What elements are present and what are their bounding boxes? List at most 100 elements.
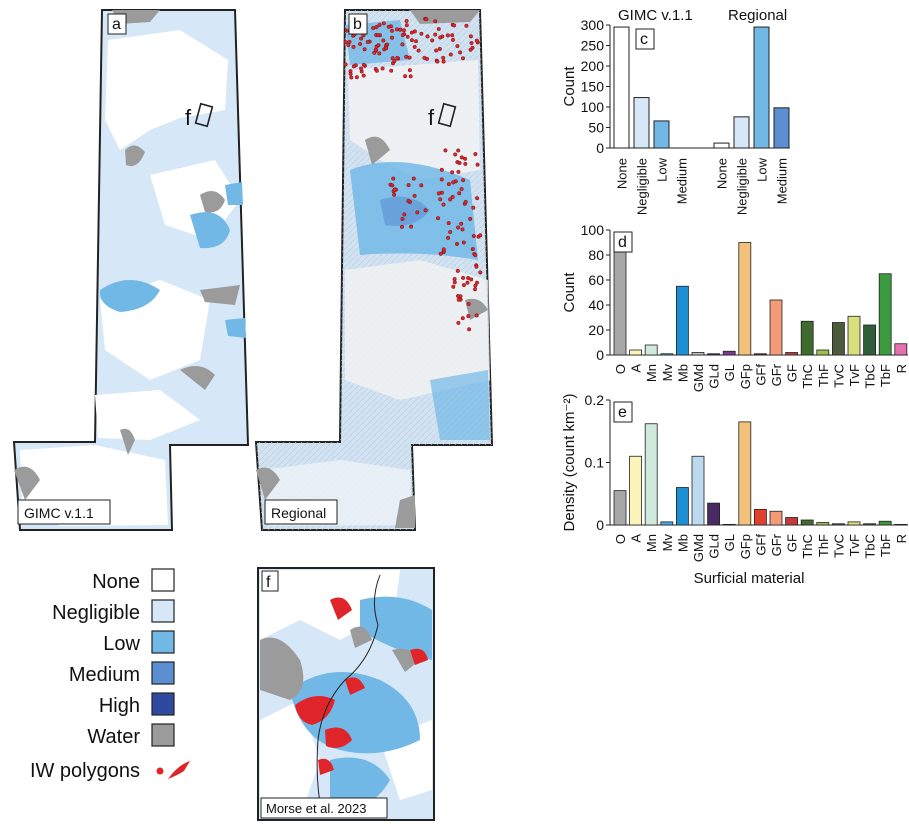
iw-dot bbox=[434, 48, 439, 53]
iw-dot bbox=[456, 225, 461, 230]
map-b-water bbox=[410, 10, 480, 24]
iw-dot bbox=[468, 47, 473, 52]
bar bbox=[613, 26, 630, 149]
iw-dot bbox=[475, 162, 480, 167]
bar bbox=[738, 242, 752, 356]
x-tick-label: TbF bbox=[878, 364, 893, 387]
map-f-caption: Morse et al. 2023 bbox=[266, 801, 366, 816]
iw-dot bbox=[395, 27, 400, 32]
map-f-iw-polygon bbox=[325, 727, 352, 748]
iw-dot bbox=[351, 44, 356, 49]
iw-dot bbox=[406, 198, 411, 203]
map-f-iw-polygon bbox=[410, 648, 428, 665]
x-tick-label: Low bbox=[655, 157, 670, 181]
iw-dot bbox=[405, 34, 410, 39]
bar bbox=[633, 97, 650, 149]
legend: None Negligible Low Medium High Water IW polyg… bbox=[30, 568, 190, 782]
iw-dot bbox=[475, 196, 480, 201]
bar bbox=[878, 273, 892, 356]
iw-dot bbox=[375, 33, 380, 38]
iw-dot bbox=[445, 33, 450, 38]
iw-dot bbox=[374, 68, 379, 73]
map-b: f b Regional bbox=[254, 9, 494, 531]
iw-dot bbox=[461, 178, 466, 183]
x-tick-label: Negligible bbox=[635, 158, 650, 215]
iw-dot bbox=[456, 148, 461, 153]
iw-dot bbox=[392, 187, 397, 192]
iw-dot bbox=[446, 235, 451, 240]
iw-dot bbox=[406, 183, 411, 188]
map-a-water bbox=[200, 191, 225, 213]
iw-dot bbox=[473, 253, 478, 258]
iw-dot bbox=[459, 221, 464, 226]
iw-dot bbox=[438, 35, 443, 40]
iw-dot bbox=[359, 66, 364, 71]
iw-dot bbox=[400, 33, 405, 38]
iw-dot bbox=[348, 71, 353, 76]
iw-dot bbox=[463, 199, 468, 204]
iw-dot bbox=[392, 59, 397, 64]
x-tick-label: A bbox=[629, 534, 644, 543]
inset-marker-b bbox=[437, 102, 457, 128]
legend-label: Water bbox=[87, 726, 140, 748]
iw-dot bbox=[441, 59, 446, 64]
panel-label-box-c bbox=[635, 28, 655, 50]
x-axis-label: Surficial material bbox=[694, 570, 805, 587]
x-tick-label: O bbox=[613, 364, 628, 374]
iw-dot bbox=[422, 55, 427, 60]
iw-dot bbox=[395, 55, 400, 60]
bar bbox=[785, 517, 798, 526]
bar bbox=[847, 315, 861, 356]
panel-label-e: e bbox=[618, 404, 627, 421]
legend-swatch bbox=[151, 723, 175, 747]
iw-dot bbox=[463, 156, 468, 161]
iw-dot bbox=[460, 316, 465, 321]
bar bbox=[660, 353, 674, 356]
iw-dot bbox=[402, 212, 407, 217]
bar bbox=[832, 523, 845, 526]
bar bbox=[613, 248, 627, 356]
chart-c: 0 50 100 150 200 250 300 Count GIMC v.1.1 None Neg… bbox=[561, 7, 790, 215]
iw-dot bbox=[404, 54, 409, 59]
iw-dot bbox=[371, 26, 376, 31]
y-tick-label: 20 bbox=[588, 322, 604, 338]
x-tick-label: None bbox=[615, 158, 630, 189]
panel-label-box-f bbox=[261, 570, 279, 592]
iw-dot bbox=[412, 29, 417, 34]
bar bbox=[733, 116, 750, 149]
bar bbox=[691, 455, 705, 526]
map-f-iw-polygon bbox=[330, 597, 352, 620]
bar bbox=[800, 519, 814, 526]
iw-dot bbox=[450, 170, 455, 175]
y-tick-label: 250 bbox=[581, 38, 605, 54]
bar bbox=[769, 299, 783, 356]
iw-dot bbox=[430, 38, 435, 43]
x-tick-label: GFf bbox=[753, 534, 768, 556]
iw-dot bbox=[386, 24, 391, 29]
bar bbox=[800, 320, 814, 356]
iw-dot bbox=[419, 31, 424, 36]
map-a-low-area bbox=[225, 318, 246, 338]
iw-dot bbox=[448, 229, 453, 234]
iw-dot bbox=[456, 169, 461, 174]
iw-dot bbox=[381, 38, 386, 43]
iw-dot bbox=[349, 75, 354, 80]
panel-label-box-b bbox=[348, 13, 368, 35]
map-a-water bbox=[125, 145, 145, 167]
x-tick-label: GLd bbox=[707, 534, 722, 559]
x-tick-label: TvF bbox=[847, 364, 862, 386]
y-axis-label: Density (count km⁻²) bbox=[561, 394, 578, 532]
bar bbox=[713, 142, 730, 149]
iw-dot bbox=[441, 247, 446, 252]
map-a-water bbox=[180, 366, 215, 390]
iw-dot bbox=[466, 314, 471, 319]
iw-dot bbox=[411, 176, 416, 181]
y-tick-label: 0 bbox=[596, 347, 604, 363]
iw-dot bbox=[451, 37, 456, 42]
y-tick-label: 150 bbox=[581, 79, 605, 95]
x-tick-label: ThF bbox=[816, 364, 831, 387]
iw-dot bbox=[443, 148, 448, 153]
legend-label: IW polygons bbox=[30, 760, 140, 782]
y-tick-label: 300 bbox=[581, 17, 605, 33]
map-a: f a GIMC v.1.1 bbox=[12, 9, 250, 531]
